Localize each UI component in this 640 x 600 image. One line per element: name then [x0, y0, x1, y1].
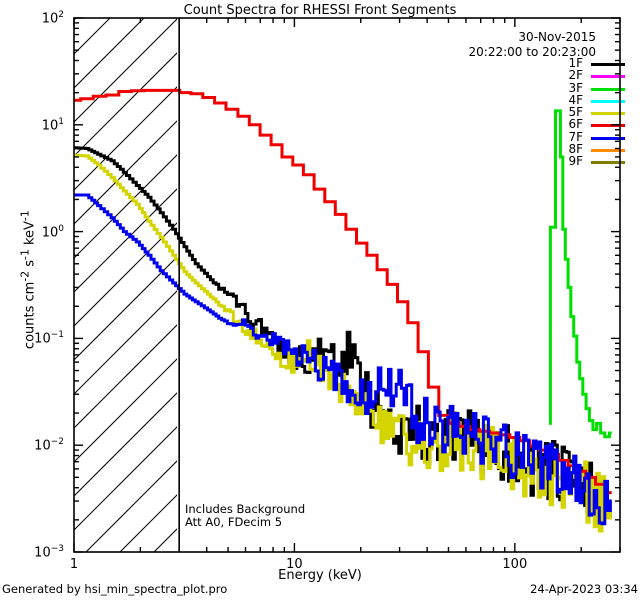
legend-color-swatch — [591, 161, 625, 165]
legend-item-label: 2F — [568, 68, 583, 83]
hatched-region — [74, 18, 177, 552]
legend-item-label: 9F — [568, 154, 583, 169]
data-series-group — [74, 88, 612, 533]
legend-item-label: 8F — [568, 142, 583, 157]
legend-item-label: 6F — [568, 117, 583, 132]
legend-item-5f[interactable]: 5F — [545, 105, 625, 120]
legend-color-swatch — [591, 124, 625, 128]
footer-generator: Generated by hsi_min_spectra_plot.pro — [2, 582, 228, 596]
y-tick-label: 10−1 — [34, 330, 64, 347]
legend-item-4f[interactable]: 4F — [545, 92, 625, 107]
x-tick-label: 100 — [502, 557, 528, 572]
x-axis-label: Energy (keV) — [278, 568, 362, 583]
footer-timestamp: 24-Apr-2023 03:34 — [530, 582, 638, 596]
series-line-5f — [74, 153, 612, 533]
y-tick-label: 10−3 — [34, 544, 64, 561]
annotation-line-1: Includes Background — [185, 502, 306, 516]
legend-item-label: 5F — [568, 105, 583, 120]
legend-item-3f[interactable]: 3F — [545, 80, 625, 95]
legend-color-swatch — [591, 136, 625, 140]
legend-color-swatch — [591, 149, 625, 153]
series-line-7f — [74, 193, 612, 526]
series-line-6f — [74, 88, 612, 495]
legend-item-7f[interactable]: 7F — [545, 129, 625, 144]
legend-item-label: 7F — [568, 129, 583, 144]
legend-item-2f[interactable]: 2F — [545, 68, 625, 83]
x-tick-label: 1 — [69, 557, 79, 572]
legend-color-swatch — [591, 112, 625, 116]
legend-item-label: 1F — [568, 56, 583, 70]
legend-color-swatch — [591, 75, 625, 79]
legend-color-swatch — [591, 63, 625, 66]
series-line-3f — [548, 109, 612, 439]
legend-date: 30-Nov-2015 — [518, 30, 596, 44]
legend-item-label: 3F — [568, 80, 583, 95]
x-tick-label: 10 — [286, 557, 303, 572]
legend-color-swatch — [591, 99, 625, 103]
page-title: Count Spectra for RHESSI Front Segments — [183, 3, 457, 18]
legend-color-swatch — [591, 87, 625, 91]
plot-annotation: Includes Background Att A0, FDecim 5 — [185, 503, 305, 529]
legend-item-1f[interactable]: 1F — [545, 56, 625, 70]
legend-item-label: 4F — [568, 92, 583, 107]
annotation-line-2: Att A0, FDecim 5 — [185, 515, 283, 529]
y-tick-label: 100 — [41, 223, 64, 240]
legend-item-9f[interactable]: 9F — [545, 154, 625, 169]
axis-frame — [73, 17, 621, 553]
y-tick-label: 102 — [41, 10, 64, 27]
legend-time-range: 20:22:00 to 20:23:00 — [468, 45, 596, 59]
legend-item-6f[interactable]: 6F — [545, 117, 625, 132]
y-tick-label: 101 — [41, 116, 64, 134]
legend: 1F 2F 3F 4F 5F 6F 7F 8F 9F — [545, 56, 625, 169]
legend-item-8f[interactable]: 8F — [545, 142, 625, 157]
y-tick-label: 10−2 — [34, 437, 64, 454]
